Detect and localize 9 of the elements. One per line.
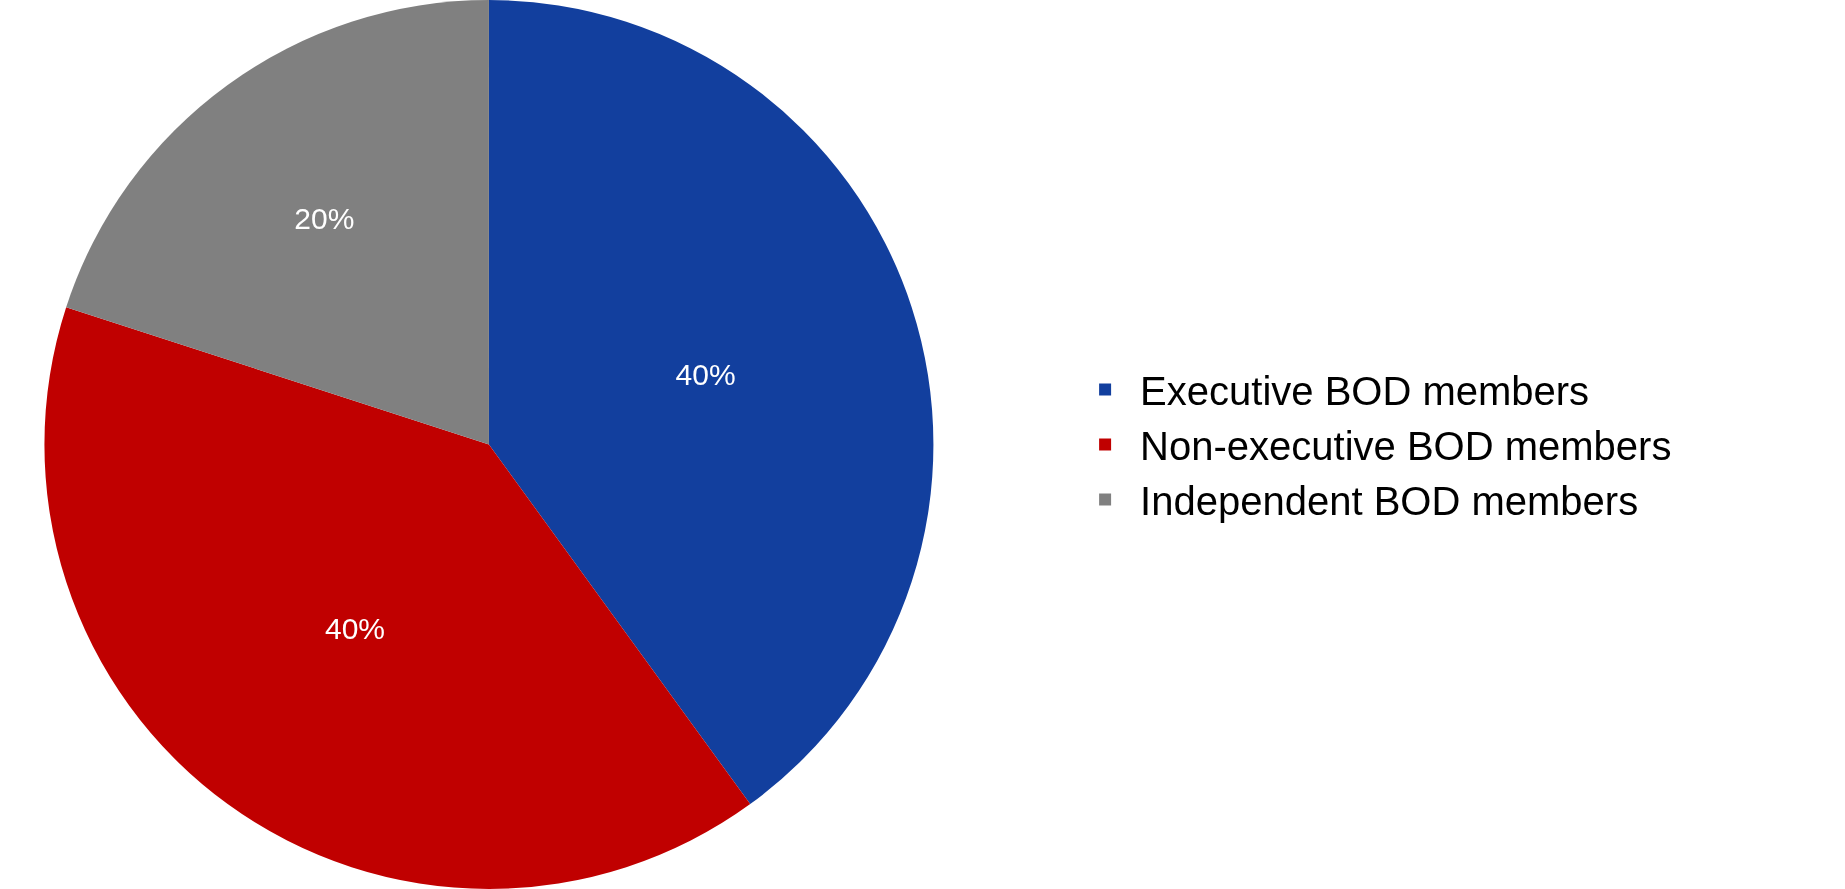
data-label: 40% <box>675 357 736 391</box>
legend-label: Non-executive BOD members <box>1140 424 1672 469</box>
pie-slice <box>488 0 933 805</box>
legend-label: Independent BOD members <box>1140 479 1639 524</box>
pie-slice <box>45 307 751 889</box>
data-label: 40% <box>324 612 386 646</box>
legend-label: Executive BOD members <box>1140 369 1590 414</box>
data-label: 20% <box>294 201 355 235</box>
pie-slice <box>66 0 489 445</box>
